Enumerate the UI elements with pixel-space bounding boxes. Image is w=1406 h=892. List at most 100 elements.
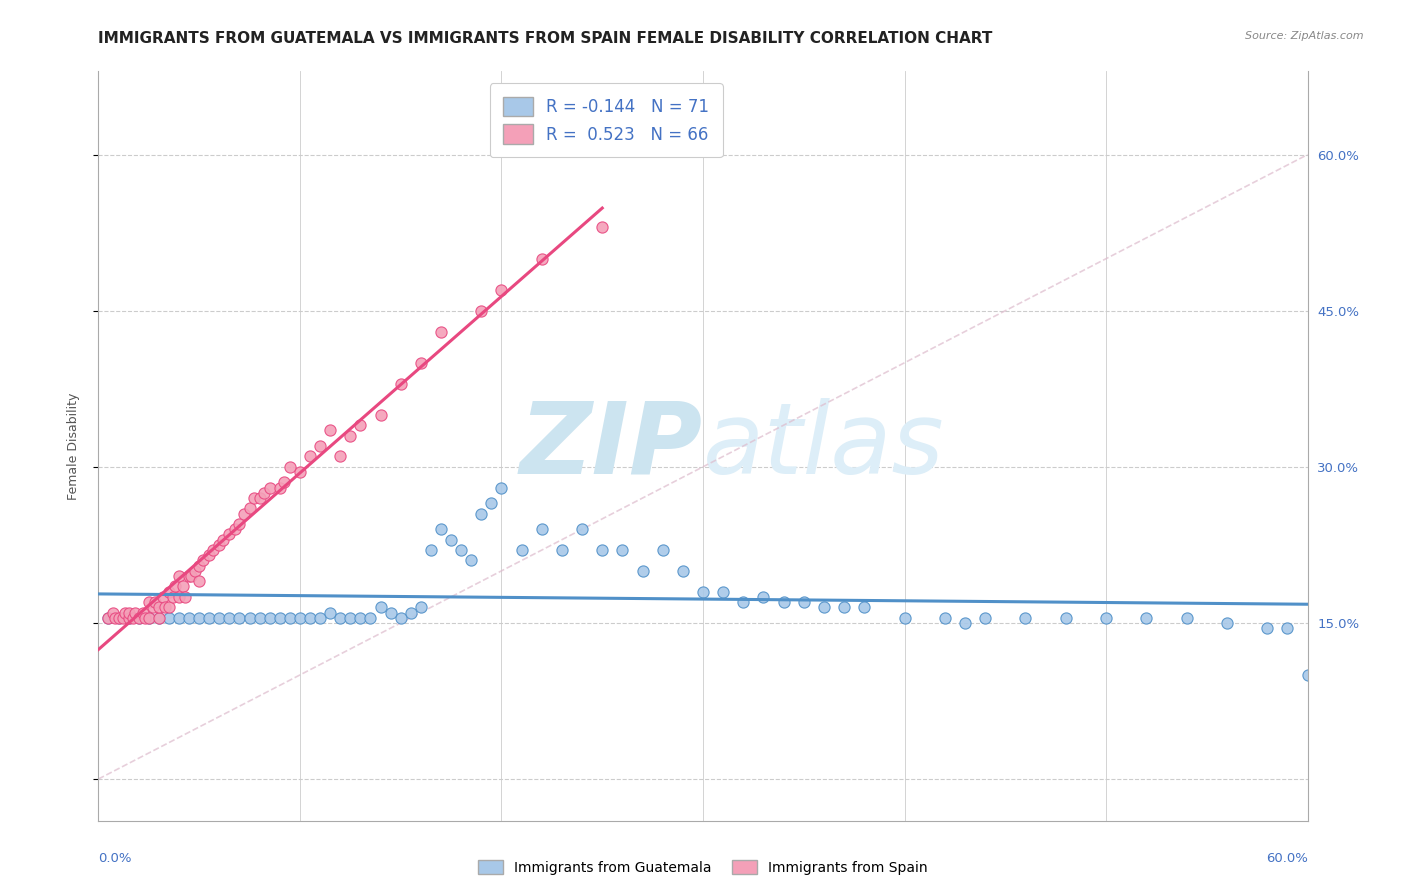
Text: IMMIGRANTS FROM GUATEMALA VS IMMIGRANTS FROM SPAIN FEMALE DISABILITY CORRELATION: IMMIGRANTS FROM GUATEMALA VS IMMIGRANTS …: [98, 31, 993, 46]
Point: [208, 611, 231, 625]
Point: [163, 580, 186, 594]
Point: [212, 533, 235, 547]
Point: [491, 481, 513, 495]
Point: [430, 522, 453, 536]
Point: [591, 220, 613, 235]
Point: [974, 611, 997, 625]
Text: atlas: atlas: [703, 398, 945, 494]
Legend: R = -0.144   N = 71, R =  0.523   N = 66: R = -0.144 N = 71, R = 0.523 N = 66: [489, 84, 723, 157]
Point: [179, 569, 201, 583]
Point: [309, 611, 332, 625]
Point: [1135, 611, 1157, 625]
Point: [1014, 611, 1036, 625]
Point: [380, 606, 402, 620]
Point: [269, 611, 291, 625]
Point: [97, 611, 120, 625]
Point: [430, 325, 453, 339]
Point: [278, 459, 301, 474]
Point: [224, 522, 246, 536]
Point: [157, 600, 180, 615]
Point: [631, 564, 654, 578]
Point: [148, 611, 170, 625]
Point: [157, 584, 180, 599]
Legend: Immigrants from Guatemala, Immigrants from Spain: Immigrants from Guatemala, Immigrants fr…: [472, 855, 934, 880]
Point: [440, 533, 463, 547]
Point: [420, 543, 443, 558]
Point: [530, 522, 553, 536]
Point: [167, 611, 190, 625]
Point: [349, 611, 371, 625]
Point: [208, 538, 231, 552]
Point: [339, 428, 361, 442]
Point: [232, 507, 254, 521]
Point: [153, 600, 176, 615]
Point: [218, 611, 240, 625]
Point: [832, 600, 855, 615]
Point: [360, 611, 382, 625]
Point: [152, 590, 174, 604]
Point: [1277, 621, 1299, 635]
Text: ZIP: ZIP: [520, 398, 703, 494]
Point: [612, 543, 634, 558]
Point: [121, 611, 143, 625]
Point: [249, 611, 271, 625]
Point: [174, 590, 197, 604]
Point: [409, 356, 432, 370]
Point: [288, 465, 311, 479]
Point: [179, 611, 201, 625]
Point: [853, 600, 876, 615]
Point: [202, 543, 225, 558]
Point: [162, 590, 184, 604]
Point: [551, 543, 574, 558]
Point: [111, 611, 134, 625]
Point: [651, 543, 673, 558]
Text: 0.0%: 0.0%: [98, 852, 132, 865]
Point: [114, 606, 136, 620]
Point: [188, 574, 211, 589]
Point: [138, 611, 160, 625]
Point: [148, 600, 170, 615]
Point: [239, 611, 262, 625]
Point: [460, 553, 482, 567]
Point: [329, 450, 352, 464]
Point: [184, 564, 207, 578]
Point: [107, 611, 129, 625]
Text: Source: ZipAtlas.com: Source: ZipAtlas.com: [1246, 31, 1364, 41]
Point: [953, 615, 976, 630]
Text: 60.0%: 60.0%: [1265, 852, 1308, 865]
Point: [228, 517, 250, 532]
Point: [118, 611, 141, 625]
Point: [1095, 611, 1118, 625]
Point: [319, 606, 342, 620]
Point: [793, 595, 815, 609]
Point: [752, 590, 775, 604]
Point: [1175, 611, 1198, 625]
Y-axis label: Female Disability: Female Disability: [67, 392, 80, 500]
Point: [138, 611, 160, 625]
Point: [389, 611, 412, 625]
Point: [218, 527, 240, 541]
Point: [188, 611, 211, 625]
Point: [1054, 611, 1077, 625]
Point: [118, 611, 141, 625]
Point: [934, 611, 956, 625]
Point: [813, 600, 835, 615]
Point: [148, 611, 170, 625]
Point: [167, 590, 190, 604]
Point: [172, 580, 194, 594]
Point: [128, 611, 150, 625]
Point: [118, 606, 141, 620]
Point: [389, 376, 412, 391]
Point: [124, 606, 146, 620]
Point: [128, 611, 150, 625]
Point: [239, 501, 262, 516]
Point: [772, 595, 794, 609]
Point: [198, 548, 221, 563]
Point: [134, 611, 156, 625]
Point: [228, 611, 250, 625]
Point: [278, 611, 301, 625]
Point: [132, 606, 155, 620]
Point: [142, 600, 165, 615]
Point: [253, 485, 276, 500]
Point: [1256, 621, 1278, 635]
